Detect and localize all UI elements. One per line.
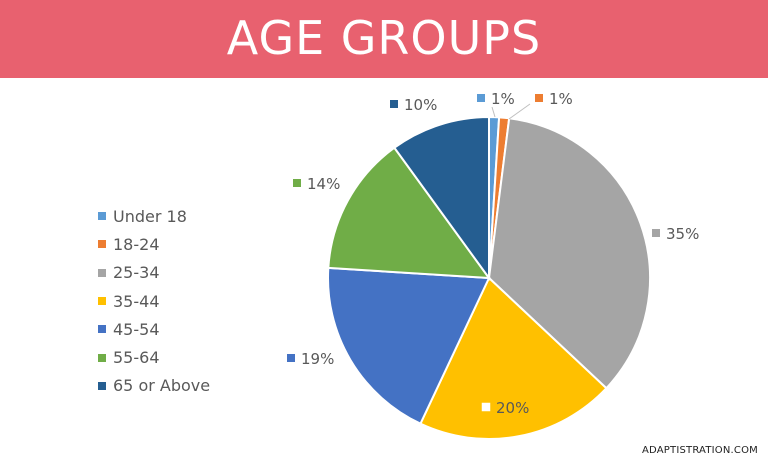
chart-title: AGE GROUPS (226, 11, 542, 65)
data-label-text: 19% (301, 350, 334, 368)
data-label-text: 35% (666, 225, 699, 243)
header-banner: AGE GROUPS (0, 0, 768, 78)
legend-label: 45-54 (113, 319, 160, 339)
site-credit: ADAPTISTRATION.COM (641, 445, 758, 456)
data-label-swatch (480, 401, 492, 413)
legend-swatch (98, 297, 106, 306)
data-label-55-64: 14% (293, 175, 340, 193)
data-label-swatch (535, 94, 543, 102)
leader-line (508, 103, 531, 120)
legend: Under 18 18-24 25-34 35-44 45-54 55-64 65 or A… (98, 202, 210, 400)
legend-item-45-54: 45-54 (98, 315, 210, 343)
legend-item-65-or-above: 65 or Above (98, 372, 210, 400)
legend-label: 35-44 (113, 291, 160, 311)
legend-label: 18-24 (113, 234, 160, 254)
pie-slice-25-34 (487, 117, 651, 390)
data-label-swatch (390, 100, 398, 108)
data-label-text: 1% (549, 90, 573, 108)
legend-item-35-44: 35-44 (98, 287, 210, 315)
data-label-text: 20% (496, 399, 529, 417)
data-label-text: 1% (491, 90, 515, 108)
pie-slice-35-44 (419, 276, 608, 440)
legend-item-55-64: 55-64 (98, 343, 210, 371)
legend-item-25-34: 25-34 (98, 259, 210, 287)
legend-item-under-18: Under 18 (98, 202, 210, 230)
data-label-text: 10% (404, 96, 437, 114)
leader-line (491, 106, 496, 118)
legend-label: 25-34 (113, 263, 160, 283)
data-label-25-34: 35% (652, 225, 699, 243)
data-label-35-44: 20% (480, 399, 529, 417)
data-label-swatch (477, 94, 485, 102)
data-label-swatch (287, 354, 295, 362)
legend-swatch (98, 381, 106, 390)
legend-label: Under 18 (113, 206, 187, 226)
legend-swatch (98, 240, 106, 249)
data-label-18-24: 1% (535, 90, 573, 108)
pie-slice-55-64 (327, 146, 492, 280)
legend-swatch (98, 353, 106, 362)
legend-swatch (98, 212, 106, 221)
pie-slice-45-54 (327, 266, 491, 426)
legend-label: 55-64 (113, 348, 160, 368)
legend-swatch (98, 325, 106, 334)
data-label-45-54: 19% (287, 350, 334, 368)
data-label-swatch (652, 229, 660, 237)
legend-swatch (98, 268, 106, 277)
data-label-text: 14% (307, 175, 340, 193)
pie-slice-65-or-above (392, 115, 490, 282)
legend-item-18-24: 18-24 (98, 230, 210, 258)
legend-label: 65 or Above (113, 376, 211, 396)
data-label-65-or-above: 10% (390, 96, 437, 114)
data-label-under-18: 1% (477, 90, 515, 108)
data-label-swatch (293, 179, 301, 187)
